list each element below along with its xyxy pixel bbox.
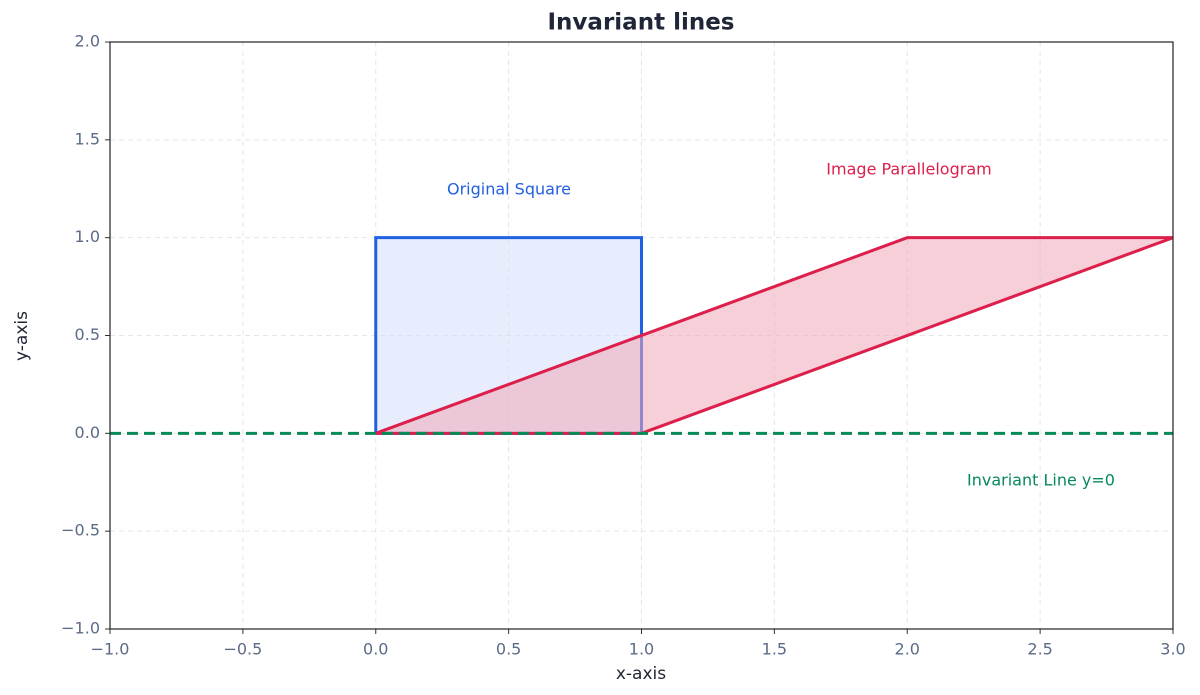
x-tick-label: 1.0 [629, 640, 654, 659]
annotation: Image Parallelogram [826, 160, 991, 179]
x-tick-label: −1.0 [91, 640, 130, 659]
plot-frame [109, 41, 1174, 630]
y-tick-label: 1.5 [75, 129, 100, 148]
x-axis-label: x-axis [616, 664, 666, 684]
y-tick-label: 0.0 [75, 423, 100, 442]
annotation: Invariant Line y=0 [967, 471, 1115, 490]
x-tick-label: 0.0 [363, 640, 388, 659]
y-tick-label: 0.5 [75, 325, 100, 344]
y-tick-label: 1.0 [75, 227, 100, 246]
y-axis-label: y-axis [12, 311, 32, 361]
chart-title: Invariant lines [548, 10, 735, 36]
x-tick-label: 3.0 [1160, 640, 1185, 659]
y-tick-label: 2.0 [75, 32, 100, 51]
annotation: Original Square [447, 180, 571, 199]
y-tick-label: −0.5 [61, 521, 100, 540]
y-tick-label: −1.0 [61, 619, 100, 638]
x-tick-label: 2.5 [1027, 640, 1052, 659]
x-tick-label: 0.5 [496, 640, 521, 659]
x-tick-label: 1.5 [762, 640, 787, 659]
x-tick-label: −0.5 [223, 640, 262, 659]
x-tick-label: 2.0 [895, 640, 920, 659]
